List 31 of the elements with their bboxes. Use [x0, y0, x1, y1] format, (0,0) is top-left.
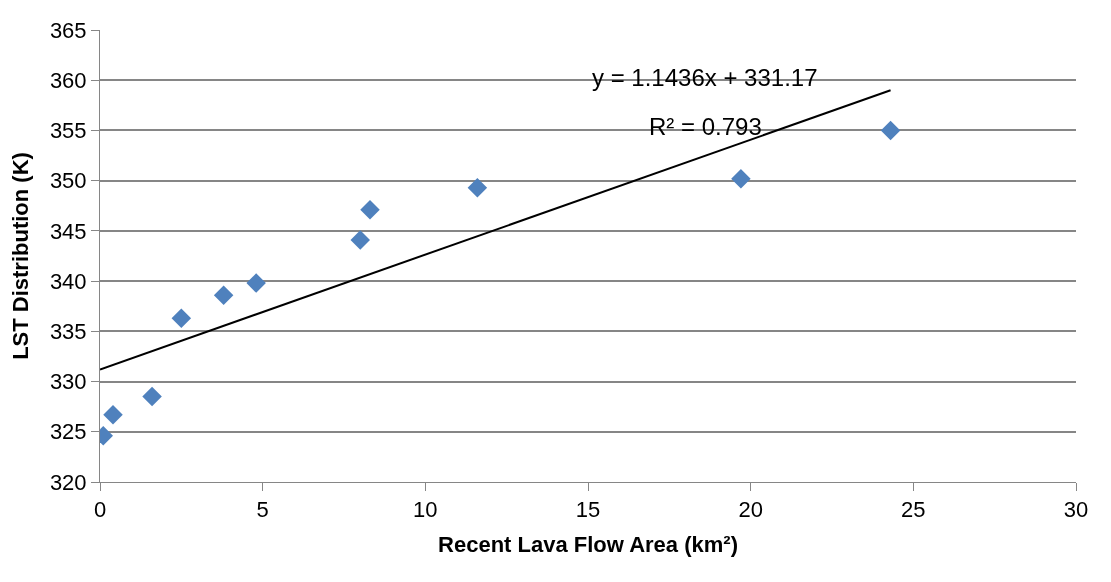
y-tick-label: 355	[49, 118, 87, 144]
y-tick-label: 365	[49, 17, 87, 43]
y-tick-label: 350	[49, 168, 87, 194]
x-tick-label: 10	[413, 497, 438, 523]
y-tick-label: 320	[49, 469, 87, 495]
y-tick-label: 335	[49, 319, 87, 345]
point	[213, 285, 234, 305]
annotation: R² = 0.793	[649, 113, 762, 140]
y-tick-label: 360	[49, 67, 87, 93]
point	[731, 168, 751, 189]
x-tick-label: 0	[93, 497, 107, 523]
point	[246, 273, 266, 293]
y-tick-label: 330	[49, 369, 87, 395]
point	[467, 177, 488, 198]
x-tick-label: 15	[575, 497, 601, 523]
point	[171, 308, 192, 329]
x-tick-label: 25	[901, 497, 926, 523]
point	[880, 120, 901, 141]
point	[103, 404, 123, 425]
point	[360, 200, 380, 220]
x-tick-label: 30	[1063, 497, 1089, 523]
point	[142, 386, 162, 407]
y-axis-title: LST Distribution (K)	[7, 152, 33, 360]
y-tick-label: 340	[49, 268, 87, 294]
y-tick-label: 325	[49, 419, 87, 445]
x-tick-label: 20	[738, 497, 763, 523]
x-axis-title: Recent Lava Flow Area (km²)	[438, 532, 738, 558]
annotation: y = 1.1436x + 331.17	[592, 64, 818, 91]
x-tick-label: 5	[256, 497, 269, 523]
point	[350, 230, 371, 250]
y-tick-label: 345	[49, 218, 87, 244]
